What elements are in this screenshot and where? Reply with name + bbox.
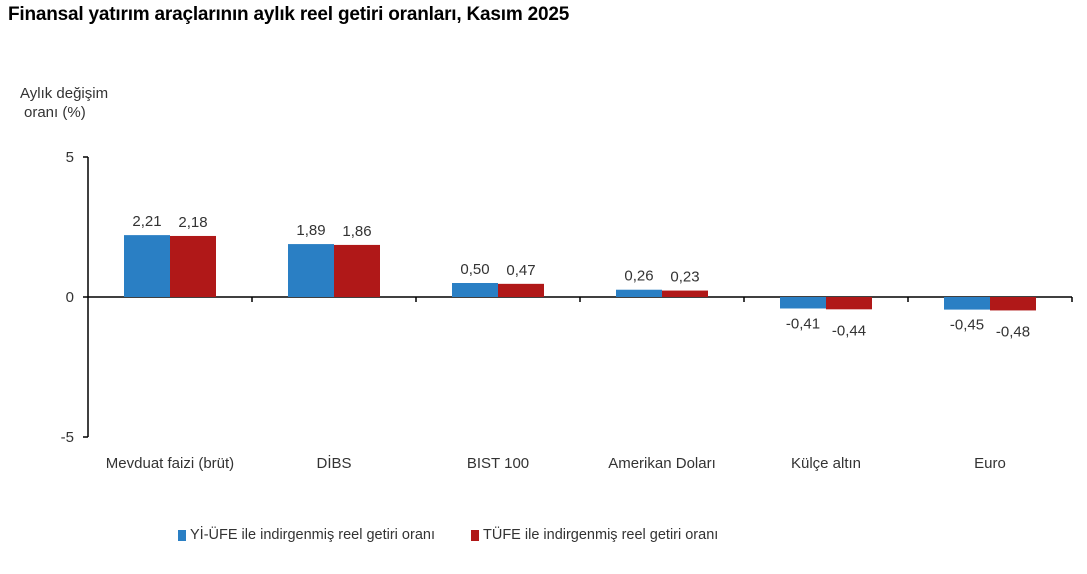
y-tick-label: -5 bbox=[61, 429, 74, 446]
y-axis-label: Aylık değişim oranı (%) bbox=[20, 84, 140, 122]
x-category-label: Euro bbox=[974, 455, 1006, 472]
x-category-label: Mevduat faizi (brüt) bbox=[106, 455, 234, 472]
legend-swatch-yi-ufe bbox=[178, 529, 186, 541]
data-label: 2,18 bbox=[178, 214, 207, 231]
bar-yi-ufe bbox=[288, 244, 334, 297]
x-category-label: Külçe altın bbox=[791, 455, 861, 472]
data-label: 0,50 bbox=[460, 261, 489, 278]
data-label: -0,44 bbox=[832, 322, 866, 339]
data-label: 2,21 bbox=[132, 213, 161, 230]
legend-swatch-tufe bbox=[470, 529, 479, 541]
y-axis-label-line-2: oranı (%) bbox=[24, 104, 86, 121]
bar-yi-ufe bbox=[124, 235, 170, 297]
x-category-label: Amerikan Doları bbox=[608, 455, 716, 472]
data-label: 0,47 bbox=[506, 262, 535, 279]
data-label: 0,23 bbox=[670, 269, 699, 286]
bar-tufe bbox=[334, 244, 380, 297]
chart-title: Finansal yatırım araçlarının aylık reel … bbox=[8, 4, 570, 25]
data-label: 1,86 bbox=[342, 223, 371, 240]
bar-yi-ufe bbox=[452, 283, 498, 297]
bar-tufe bbox=[990, 297, 1036, 311]
y-axis-label-line-1: Aylık değişim bbox=[20, 85, 109, 102]
data-label: -0,48 bbox=[996, 323, 1030, 340]
bar-tufe bbox=[662, 290, 708, 297]
bar-tufe bbox=[498, 283, 544, 297]
bar-yi-ufe bbox=[944, 297, 990, 310]
legend-item-yi-ufe: Yİ-ÜFE ile indirgenmiş reel getiri oranı bbox=[178, 527, 435, 543]
data-label: -0,41 bbox=[786, 315, 820, 332]
data-label: -0,45 bbox=[950, 317, 984, 334]
x-category-label: BIST 100 bbox=[467, 455, 529, 472]
legend-item-tufe: TÜFE ile indirgenmiş reel getiri oranı bbox=[470, 527, 719, 543]
bar-yi-ufe bbox=[616, 289, 662, 297]
legend: Yİ-ÜFE ile indirgenmiş reel getiri oranı… bbox=[178, 527, 718, 543]
y-tick-label: 0 bbox=[66, 289, 74, 306]
bar-tufe bbox=[826, 297, 872, 310]
legend-label-tufe: TÜFE ile indirgenmiş reel getiri oranı bbox=[482, 527, 719, 543]
bar-tufe bbox=[170, 235, 216, 297]
x-category-label: DİBS bbox=[316, 454, 351, 472]
bar-yi-ufe bbox=[780, 297, 826, 309]
y-tick-label: 5 bbox=[66, 149, 74, 166]
data-label: 0,26 bbox=[624, 268, 653, 285]
data-label: 1,89 bbox=[296, 222, 325, 239]
legend-label-yi-ufe: Yİ-ÜFE ile indirgenmiş reel getiri oranı bbox=[190, 527, 435, 543]
